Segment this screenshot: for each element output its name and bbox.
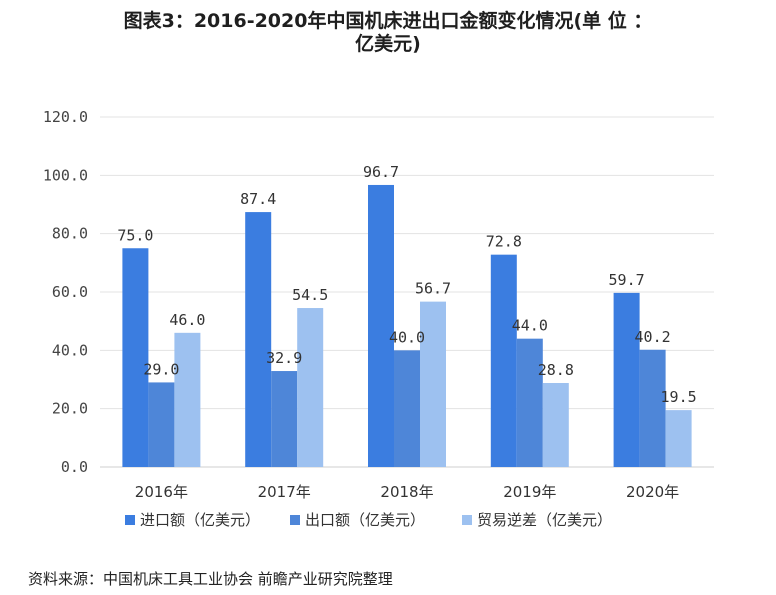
data-label: 44.0 — [512, 317, 548, 335]
data-label: 54.5 — [292, 286, 328, 304]
bar — [639, 349, 666, 467]
data-label: 56.7 — [415, 280, 451, 298]
data-label: 28.8 — [538, 361, 574, 379]
bar-chart: 0.0 20.0 40.0 60.0 80.0 100.0 120.0 75.0 29.0 46… — [43, 108, 714, 529]
y-tick-label: 40.0 — [52, 341, 88, 359]
bar — [297, 308, 324, 467]
bar — [394, 350, 420, 467]
y-tick-label: 120.0 — [43, 108, 88, 126]
bar — [420, 301, 446, 467]
y-axis-ticks: 0.0 20.0 40.0 60.0 80.0 100.0 120.0 — [43, 108, 88, 476]
x-tick-label: 2017年 — [258, 483, 311, 501]
bar — [174, 332, 201, 467]
data-labels: 75.0 29.0 46.0 87.4 32.9 54.5 96.7 40.0 56.7 72.8… — [117, 163, 696, 406]
legend-swatch — [290, 515, 300, 525]
x-tick-label: 2020年 — [626, 483, 679, 501]
data-label: 19.5 — [661, 388, 697, 406]
bar — [542, 383, 569, 467]
chart-title-line-1: 图表3：2016-2020年中国机床进出口金额变化情况(单 位 ： — [123, 10, 653, 32]
data-label: 72.8 — [486, 233, 522, 251]
x-tick-label: 2018年 — [380, 483, 433, 501]
x-axis-ticks: 2016年 2017年 2018年 2019年 2020年 — [135, 483, 679, 501]
data-label: 40.0 — [389, 328, 425, 346]
data-label: 87.4 — [240, 190, 276, 208]
y-tick-label: 100.0 — [43, 166, 88, 184]
bar — [148, 382, 175, 467]
grid-lines — [100, 116, 714, 468]
data-label: 40.2 — [635, 328, 671, 346]
y-tick-label: 20.0 — [52, 400, 88, 418]
data-label: 29.0 — [143, 360, 179, 378]
x-tick-label: 2019年 — [503, 483, 556, 501]
bar — [613, 292, 640, 467]
y-tick-label: 80.0 — [52, 225, 88, 243]
legend-label: 进口额（亿美元） — [140, 511, 260, 529]
source-note: 资料来源：中国机床工具工业协会 前瞻产业研究院整理 — [28, 570, 393, 588]
data-label: 32.9 — [266, 349, 302, 367]
bar — [516, 338, 543, 467]
legend-swatch — [462, 515, 472, 525]
y-tick-label: 60.0 — [52, 283, 88, 301]
chart-title-line-2: 亿美元) — [355, 33, 421, 55]
data-label: 96.7 — [363, 163, 399, 181]
data-label: 46.0 — [169, 311, 205, 329]
bar — [665, 410, 692, 467]
bar — [245, 212, 272, 467]
legend-label: 出口额（亿美元） — [305, 511, 425, 529]
legend-label: 贸易逆差（亿美元） — [477, 511, 612, 529]
chart-title: 图表3：2016-2020年中国机床进出口金额变化情况(单 位 ： 亿美元) — [0, 10, 776, 56]
data-label: 75.0 — [117, 226, 153, 244]
data-label: 59.7 — [609, 271, 645, 289]
bars — [122, 184, 692, 468]
x-tick-label: 2016年 — [135, 483, 188, 501]
legend: 进口额（亿美元） 出口额（亿美元） 贸易逆差（亿美元） — [125, 511, 612, 529]
bar — [368, 184, 394, 468]
bar — [122, 248, 149, 467]
bar — [490, 254, 517, 467]
bar — [271, 371, 298, 467]
legend-swatch — [125, 515, 135, 525]
y-tick-label: 0.0 — [61, 458, 88, 476]
